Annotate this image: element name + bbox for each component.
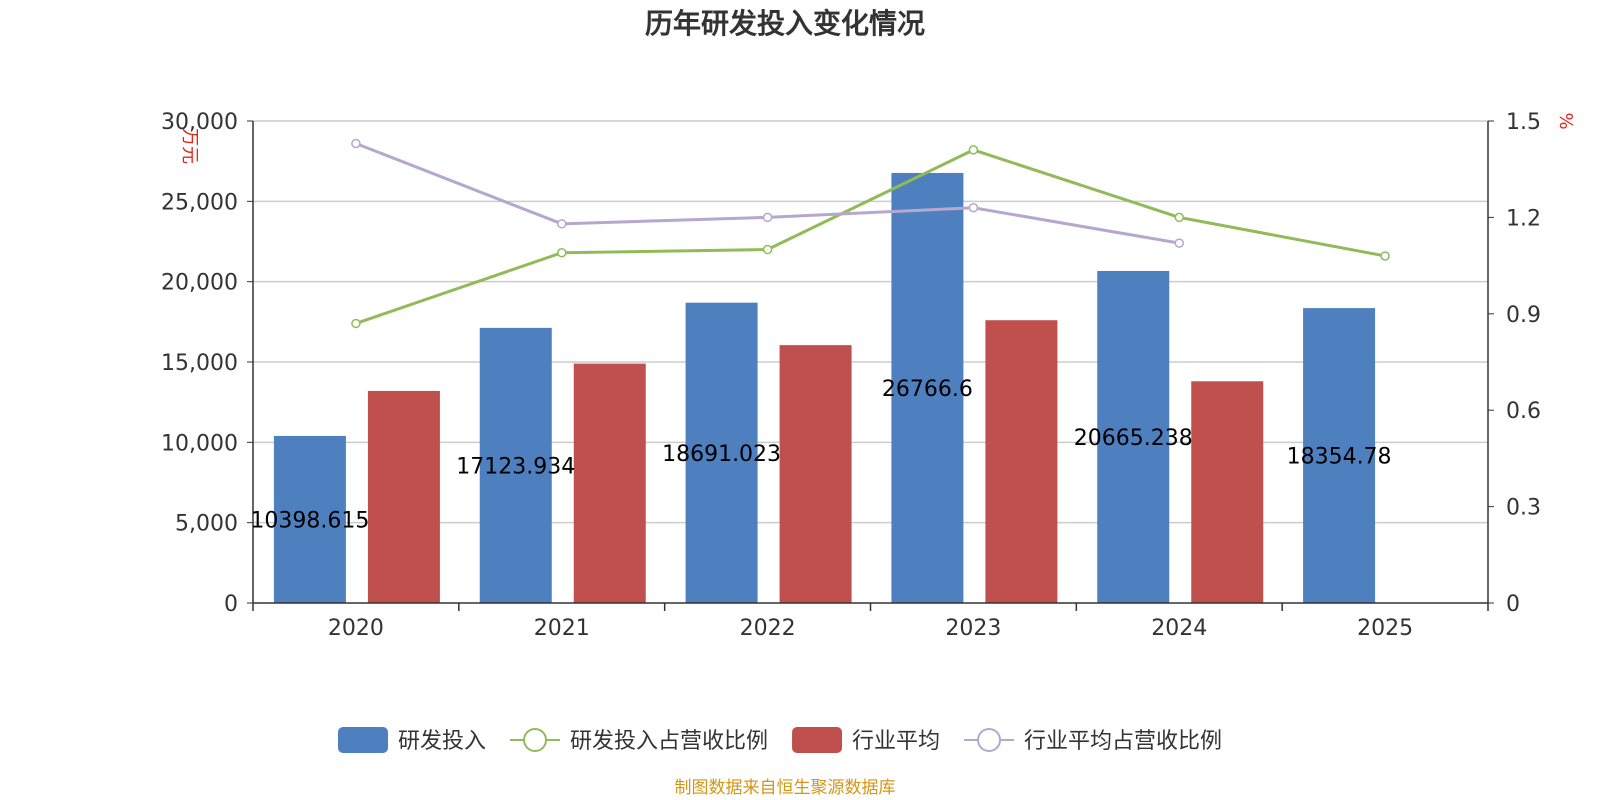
bar-industry-average (779, 345, 852, 603)
x-tick-label: 2023 (945, 616, 1001, 641)
y-right-tick-label: 1.5 (1506, 110, 1541, 135)
y-right-tick-label: 0.9 (1506, 303, 1541, 328)
bar-industry-average (1191, 381, 1264, 603)
legend-item: 行业平均 (792, 727, 940, 754)
point-industry-ratio (968, 203, 979, 213)
bar-data-label: 17123.934 (456, 454, 575, 479)
y-left-tick-label: 0 (224, 592, 238, 617)
source-note: 制图数据来自恒生聚源数据库 (675, 778, 896, 798)
line-industry-ratio (355, 142, 1180, 245)
bar-industry-average (367, 390, 440, 603)
bar-industry-average (573, 363, 646, 603)
bar-rd-investment (1097, 270, 1170, 603)
point-rd-ratio (968, 145, 979, 155)
point-industry-ratio (762, 212, 773, 223)
x-tick-label: 2020 (328, 616, 384, 641)
bar-rd-investment (273, 435, 346, 603)
point-rd-ratio (1380, 251, 1390, 261)
y-left-unit-label: 万元 (179, 128, 200, 164)
y-left-tick-label: 25,000 (161, 190, 238, 215)
y-left-tick-label: 10,000 (161, 431, 238, 456)
y-right-tick-label: 0 (1506, 592, 1520, 617)
y-right-tick-label: 1.2 (1506, 206, 1541, 231)
y-left-tick-label: 20,000 (161, 271, 238, 296)
x-tick-label: 2025 (1357, 616, 1413, 641)
bar-data-label: 20665.238 (1074, 426, 1193, 451)
y-left-tick-label: 30,000 (161, 110, 238, 135)
legend-item: 研发投入占营收比例 (510, 728, 768, 754)
point-rd-ratio (351, 318, 361, 329)
bar-industry-average (985, 320, 1058, 603)
x-tick-label: 2022 (740, 616, 796, 641)
bar-data-label: 10398.615 (250, 508, 369, 533)
data-labels: 10398.615 17123.934 18691.023 26766.6 20665.… (250, 377, 1391, 533)
bars (273, 172, 1376, 604)
legend-label: 研发投入占营收比例 (570, 729, 768, 754)
x-tick-label: 2024 (1151, 616, 1207, 641)
legend-label: 研发投入 (398, 729, 486, 754)
bar-data-label: 26766.6 (882, 377, 973, 402)
x-tick-label: 2021 (534, 616, 590, 641)
legend-swatch-marker (977, 728, 1002, 752)
line-rd-ratio (355, 148, 1386, 325)
legend: 研发投入 研发投入占营收比例 行业平均 行业平均占营收比例 (338, 727, 1222, 754)
axes: 0 5,000 10,000 15,000 20,000 25,000 30,000 0 0.3… (161, 110, 1541, 641)
legend-swatch-marker (523, 728, 548, 752)
bar-data-label: 18354.78 (1287, 445, 1392, 470)
y-left-tick-label: 15,000 (161, 351, 238, 376)
lines (351, 138, 1390, 329)
legend-item: 研发投入 (338, 727, 486, 754)
point-industry-ratio (1174, 238, 1184, 248)
bar-rd-investment (685, 302, 758, 603)
legend-label: 行业平均占营收比例 (1024, 729, 1222, 754)
point-rd-ratio (1174, 212, 1184, 223)
bar-rd-investment (891, 172, 964, 604)
y-right-tick-label: 0.3 (1506, 496, 1541, 521)
legend-label: 行业平均 (852, 729, 940, 754)
point-rd-ratio (557, 247, 567, 258)
legend-swatch-bar (338, 727, 388, 753)
bar-rd-investment (479, 327, 552, 603)
chart-title: 历年研发投入变化情况 (645, 7, 925, 40)
legend-item: 行业平均占营收比例 (964, 728, 1222, 754)
y-right-tick-label: 0.6 (1506, 399, 1541, 424)
bar-data-label: 18691.023 (662, 442, 781, 467)
point-industry-ratio (557, 219, 567, 229)
y-right-unit-label: % (1555, 112, 1576, 129)
bar-rd-investment (1303, 308, 1376, 603)
legend-swatch-bar (792, 727, 843, 753)
y-left-tick-label: 5,000 (175, 512, 238, 537)
point-industry-ratio (351, 138, 361, 149)
point-rd-ratio (762, 244, 773, 255)
